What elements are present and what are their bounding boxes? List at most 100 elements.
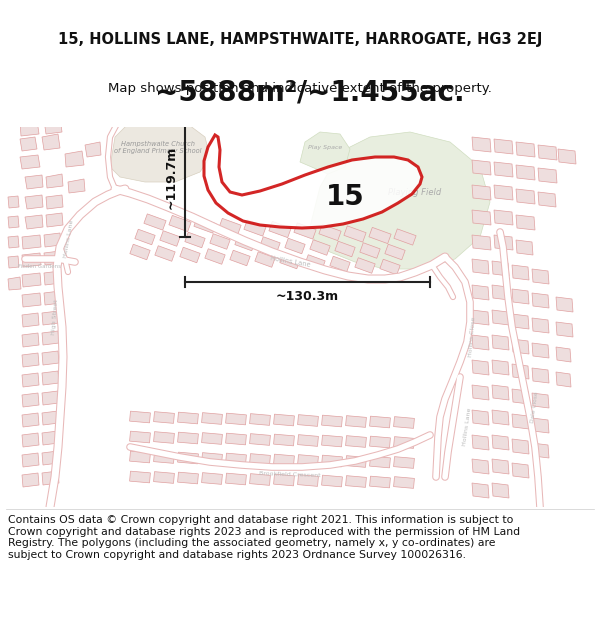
Polygon shape bbox=[370, 436, 391, 448]
Polygon shape bbox=[556, 372, 571, 387]
Polygon shape bbox=[512, 289, 529, 304]
Polygon shape bbox=[202, 452, 223, 464]
Polygon shape bbox=[494, 139, 513, 154]
Polygon shape bbox=[532, 393, 549, 408]
Polygon shape bbox=[322, 415, 343, 427]
Text: Hollins Lane: Hollins Lane bbox=[462, 408, 472, 446]
Text: Playing Field: Playing Field bbox=[388, 188, 442, 196]
Polygon shape bbox=[512, 265, 529, 280]
Polygon shape bbox=[322, 435, 343, 447]
Polygon shape bbox=[46, 213, 63, 227]
Polygon shape bbox=[42, 331, 59, 345]
Polygon shape bbox=[285, 238, 305, 254]
Polygon shape bbox=[335, 241, 355, 257]
Polygon shape bbox=[380, 259, 400, 275]
Text: Hampsthwaite Church
of England Primary School: Hampsthwaite Church of England Primary S… bbox=[114, 141, 202, 154]
Polygon shape bbox=[472, 360, 489, 375]
Polygon shape bbox=[300, 132, 350, 174]
Polygon shape bbox=[472, 483, 489, 498]
Text: ~5888m²/~1.455ac.: ~5888m²/~1.455ac. bbox=[155, 78, 465, 106]
Polygon shape bbox=[556, 347, 571, 362]
Polygon shape bbox=[226, 433, 247, 445]
Polygon shape bbox=[154, 432, 175, 443]
Polygon shape bbox=[250, 434, 271, 446]
Polygon shape bbox=[274, 454, 295, 466]
Text: Hollins Lane: Hollins Lane bbox=[64, 219, 75, 258]
Polygon shape bbox=[394, 457, 415, 468]
Text: Finden Gardens: Finden Gardens bbox=[19, 264, 62, 269]
Polygon shape bbox=[294, 223, 316, 239]
Text: 15: 15 bbox=[326, 183, 364, 211]
Polygon shape bbox=[346, 476, 367, 488]
Text: Hollins Close: Hollins Close bbox=[468, 317, 476, 357]
Polygon shape bbox=[538, 168, 557, 183]
Polygon shape bbox=[226, 413, 247, 425]
Polygon shape bbox=[492, 310, 509, 325]
Polygon shape bbox=[355, 258, 375, 273]
Polygon shape bbox=[532, 418, 549, 433]
Polygon shape bbox=[42, 311, 59, 325]
Polygon shape bbox=[516, 142, 535, 157]
Text: ~119.7m: ~119.7m bbox=[165, 146, 178, 209]
Polygon shape bbox=[130, 411, 151, 423]
Text: Hollins Lane: Hollins Lane bbox=[269, 255, 311, 268]
Polygon shape bbox=[22, 253, 41, 267]
Polygon shape bbox=[346, 416, 367, 428]
Polygon shape bbox=[394, 437, 415, 448]
Polygon shape bbox=[250, 474, 271, 486]
Polygon shape bbox=[492, 285, 509, 300]
Polygon shape bbox=[178, 432, 199, 444]
Polygon shape bbox=[185, 232, 205, 248]
Polygon shape bbox=[532, 368, 549, 383]
Polygon shape bbox=[394, 477, 415, 488]
Polygon shape bbox=[65, 151, 84, 167]
Polygon shape bbox=[169, 216, 191, 232]
Polygon shape bbox=[492, 459, 509, 474]
Polygon shape bbox=[558, 149, 576, 164]
Polygon shape bbox=[202, 472, 223, 484]
Polygon shape bbox=[154, 472, 175, 483]
Polygon shape bbox=[178, 452, 199, 464]
Polygon shape bbox=[110, 117, 210, 182]
Polygon shape bbox=[472, 435, 489, 450]
Polygon shape bbox=[472, 310, 489, 325]
Polygon shape bbox=[44, 291, 61, 305]
Polygon shape bbox=[160, 231, 180, 246]
Polygon shape bbox=[330, 256, 350, 272]
Polygon shape bbox=[180, 248, 200, 262]
Polygon shape bbox=[202, 432, 223, 444]
Polygon shape bbox=[532, 343, 549, 358]
Polygon shape bbox=[319, 224, 341, 241]
Polygon shape bbox=[22, 353, 39, 367]
Polygon shape bbox=[512, 414, 529, 429]
Polygon shape bbox=[274, 474, 295, 486]
Text: Play Space: Play Space bbox=[308, 144, 342, 149]
Polygon shape bbox=[346, 456, 367, 468]
Polygon shape bbox=[516, 215, 535, 230]
Polygon shape bbox=[305, 255, 325, 270]
Polygon shape bbox=[274, 434, 295, 446]
Polygon shape bbox=[494, 235, 513, 250]
Polygon shape bbox=[512, 339, 529, 354]
Polygon shape bbox=[22, 453, 39, 467]
Polygon shape bbox=[492, 385, 509, 400]
Polygon shape bbox=[512, 389, 529, 404]
Polygon shape bbox=[130, 451, 151, 463]
Polygon shape bbox=[494, 210, 513, 225]
Polygon shape bbox=[44, 233, 61, 247]
Polygon shape bbox=[346, 436, 367, 447]
Polygon shape bbox=[219, 218, 241, 234]
Polygon shape bbox=[472, 410, 489, 425]
Polygon shape bbox=[20, 120, 39, 136]
Polygon shape bbox=[42, 471, 59, 485]
Polygon shape bbox=[472, 185, 491, 200]
Polygon shape bbox=[370, 476, 391, 488]
Polygon shape bbox=[360, 242, 380, 258]
Polygon shape bbox=[210, 234, 230, 249]
Polygon shape bbox=[250, 454, 271, 466]
Polygon shape bbox=[8, 277, 21, 290]
Polygon shape bbox=[22, 373, 39, 387]
Polygon shape bbox=[85, 142, 101, 157]
Polygon shape bbox=[492, 483, 509, 498]
Polygon shape bbox=[144, 214, 166, 230]
